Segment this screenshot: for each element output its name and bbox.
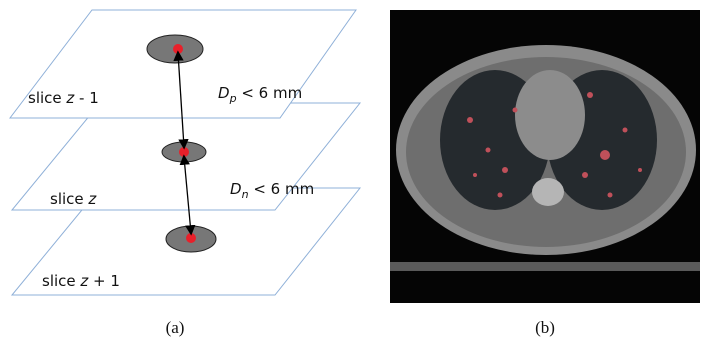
text: slice xyxy=(50,190,88,208)
caption: (a) xyxy=(166,318,185,337)
text: z xyxy=(87,190,97,208)
center xyxy=(186,233,196,243)
text: p xyxy=(229,92,237,105)
panel-a: slice z - 1 slice z slice z + 1 Dp < 6 m… xyxy=(10,10,360,337)
slice-label: slice z + 1 xyxy=(42,272,120,290)
text: < 6 mm xyxy=(249,180,315,198)
spine xyxy=(532,178,564,206)
slice-label: slice z - 1 xyxy=(28,89,99,107)
panel-b: (b) xyxy=(390,10,700,337)
text: + 1 xyxy=(88,272,120,290)
text: D xyxy=(230,180,242,198)
text: slice xyxy=(42,272,80,290)
text: D xyxy=(218,84,230,102)
text: slice xyxy=(28,89,66,107)
heart xyxy=(515,70,585,160)
center xyxy=(173,44,183,54)
caption: (b) xyxy=(535,318,555,337)
text: n xyxy=(242,188,249,201)
table xyxy=(390,262,700,271)
slice-label: slice z xyxy=(50,190,97,208)
figure: slice z - 1 slice z slice z + 1 Dp < 6 m… xyxy=(0,0,703,340)
text: < 6 mm xyxy=(237,84,303,102)
text: - 1 xyxy=(74,89,99,107)
center xyxy=(179,147,189,157)
